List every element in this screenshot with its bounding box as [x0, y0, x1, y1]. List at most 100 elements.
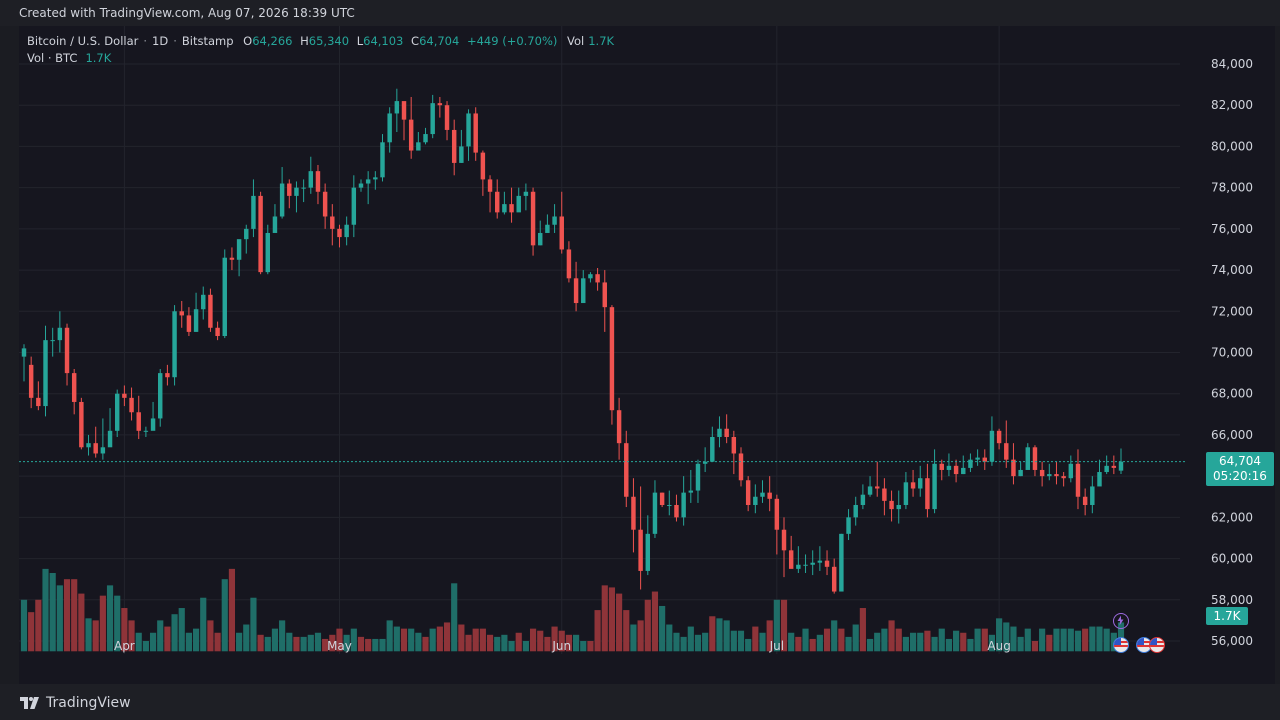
- candle-body: [918, 478, 923, 489]
- candle-body: [308, 171, 314, 188]
- candle-body: [1090, 486, 1095, 505]
- candle-body: [810, 562, 815, 565]
- volume-bar: [909, 632, 917, 652]
- volume-tag-value: 1.7K: [1213, 609, 1241, 623]
- candle-body: [201, 294, 206, 310]
- volume-bar: [831, 620, 838, 652]
- candle-body: [889, 500, 894, 510]
- volume-bar: [451, 583, 458, 652]
- candle-body: [301, 187, 306, 189]
- candles: [21, 88, 1124, 594]
- volume-bar: [128, 620, 135, 652]
- price-tick-label: 80,000: [1211, 139, 1253, 153]
- volume-bar: [49, 572, 56, 652]
- volume-bar: [716, 618, 723, 652]
- candle-body: [602, 282, 607, 308]
- candle-body: [344, 224, 349, 238]
- candle-body: [179, 311, 184, 316]
- candle-body: [860, 494, 866, 505]
- candle-body: [265, 232, 271, 273]
- vol-row-label[interactable]: Vol · BTC: [27, 51, 78, 65]
- volume-bar: [85, 618, 92, 652]
- us-flag-event-icon[interactable]: [1149, 637, 1165, 653]
- volume-bar: [666, 624, 673, 652]
- price-tick-label: 62,000: [1211, 510, 1253, 524]
- candlestick-chart[interactable]: 84,000 82,000 80,000 78,000 76,000 74,000 72,0…: [19, 26, 1275, 684]
- volume-bar: [680, 636, 687, 652]
- volume-bar: [608, 587, 616, 652]
- volume-bar: [71, 579, 78, 652]
- candle-body: [688, 490, 694, 493]
- candle-body: [803, 564, 808, 566]
- volume-bar: [1089, 626, 1096, 652]
- candle-body: [738, 453, 744, 481]
- created-with-text: Created with TradingView.com, Aug 07, 20…: [19, 6, 355, 20]
- volume-bar: [1010, 626, 1017, 652]
- candle-body: [150, 418, 156, 431]
- exchange-label: Bitstamp: [181, 34, 234, 48]
- candle-body: [788, 550, 794, 569]
- time-tick-label: Jul: [769, 639, 784, 653]
- candle-body: [487, 179, 493, 192]
- vol-value: 1.7K: [588, 34, 615, 48]
- volume-bar: [737, 630, 745, 652]
- candle-body: [86, 443, 91, 448]
- volume-bar: [185, 632, 192, 652]
- volume-bar: [472, 628, 479, 652]
- candle-body: [702, 461, 708, 464]
- candle-body: [373, 177, 378, 180]
- vol-row-value: 1.7K: [85, 51, 112, 65]
- price-tick-label: 82,000: [1211, 98, 1253, 112]
- volume-bar: [336, 628, 343, 652]
- volume-bar: [623, 610, 630, 652]
- volume-bar: [644, 599, 651, 652]
- volume-bar: [494, 636, 501, 652]
- us-flag-event-icon[interactable]: [1113, 637, 1129, 653]
- candle-body: [1054, 474, 1059, 477]
- chart-area[interactable]: 84,000 82,000 80,000 78,000 76,000 74,000 72,0…: [19, 26, 1275, 684]
- volume-bar: [257, 634, 264, 652]
- candle-body: [430, 103, 435, 135]
- volume-bar: [1017, 636, 1024, 652]
- volume-bar: [766, 620, 773, 652]
- candle-body: [530, 191, 536, 246]
- volume-bar: [42, 568, 49, 652]
- tradingview-brand[interactable]: TradingView: [20, 694, 131, 712]
- price-tick-label: 60,000: [1211, 552, 1253, 566]
- candle-body: [136, 412, 141, 431]
- candle-body: [1004, 443, 1009, 460]
- symbol-name[interactable]: Bitcoin / U.S. Dollar: [27, 34, 139, 48]
- volume-bar: [92, 620, 99, 652]
- candle-body: [330, 216, 335, 229]
- candle-body: [444, 105, 450, 130]
- volume-bar: [228, 568, 236, 652]
- candle-body: [193, 309, 199, 332]
- volume-bar: [659, 605, 666, 652]
- volume-bar: [1046, 634, 1053, 652]
- volume-bar: [1031, 641, 1039, 652]
- interval-label[interactable]: 1D: [152, 34, 169, 48]
- candle-body: [258, 195, 263, 273]
- volume-bar: [236, 632, 243, 652]
- candle-body: [1039, 469, 1045, 477]
- candle-body: [652, 492, 658, 534]
- volume-bar: [350, 628, 357, 652]
- volume-bar: [616, 593, 623, 652]
- volume-bar: [458, 624, 465, 652]
- candle-body: [1104, 465, 1109, 473]
- volume-bar: [587, 641, 594, 652]
- candle-body: [494, 191, 500, 213]
- volume-bar: [537, 630, 544, 652]
- lightning-event-icon[interactable]: [1113, 613, 1129, 629]
- volume-bar: [745, 638, 752, 652]
- volume-bar: [845, 636, 852, 652]
- volume-bar: [200, 597, 207, 652]
- volume-bar: [501, 634, 508, 652]
- open-value: 64,266: [252, 34, 293, 48]
- candle-body: [717, 428, 722, 437]
- candle-body: [208, 294, 213, 328]
- us-flag-event-icon[interactable]: [1136, 637, 1152, 653]
- candle-body: [996, 430, 1002, 444]
- candle-body: [50, 340, 55, 342]
- candle-body: [659, 492, 665, 505]
